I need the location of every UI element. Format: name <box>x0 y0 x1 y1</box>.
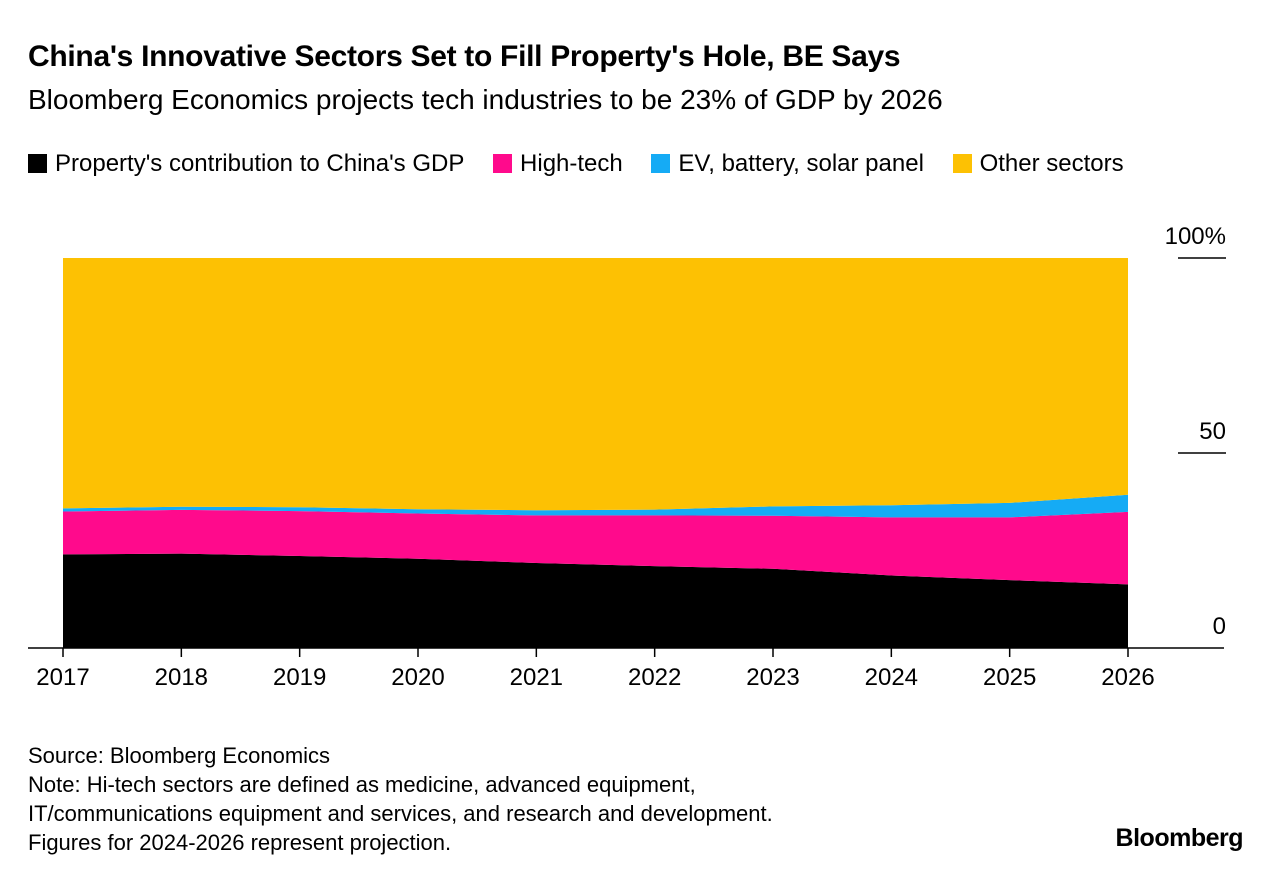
legend-label-high-tech: High-tech <box>520 150 623 177</box>
legend-item-property: Property's contribution to China's GDP <box>28 146 464 182</box>
area-high-tech <box>63 509 1128 585</box>
legend-label-other-sectors: Other sectors <box>979 150 1124 177</box>
x-tick-label: 2026 <box>1101 664 1154 691</box>
legend-swatch-high-tech <box>493 154 513 173</box>
source-note: Source: Bloomberg Economics <box>28 743 331 768</box>
x-tick-label: 2024 <box>865 664 918 691</box>
chart-subtitle: Bloomberg Economics projects tech indust… <box>28 84 943 115</box>
legend-item-ev-battery-solar: EV, battery, solar panel <box>651 146 924 182</box>
x-tick-label: 2019 <box>273 664 326 691</box>
x-tick-label: 2021 <box>510 664 563 691</box>
area-property-s-contribution-to-china-s-gdp <box>63 553 1128 648</box>
x-tick-label: 2017 <box>36 664 89 691</box>
x-tick-label: 2018 <box>155 664 208 691</box>
legend: Property's contribution to China's GDP H… <box>28 146 1228 182</box>
x-tick-label: 2020 <box>391 664 444 691</box>
x-tick-label: 2023 <box>746 664 799 691</box>
legend-swatch-ev-battery-solar <box>651 154 671 173</box>
x-tick-label: 2022 <box>628 664 681 691</box>
note-line-1: Note: Hi-tech sectors are defined as med… <box>28 772 696 797</box>
y-tick-label: 50 <box>1199 418 1226 445</box>
legend-item-other-sectors: Other sectors <box>952 146 1124 182</box>
x-tick-label: 2025 <box>983 664 1036 691</box>
legend-label-ev-battery-solar: EV, battery, solar panel <box>678 150 924 177</box>
chart-title: China's Innovative Sectors Set to Fill P… <box>28 40 901 73</box>
footer-notes: Source: Bloomberg Economics Note: Hi-tec… <box>28 741 773 857</box>
axes: 2017 2018 2019 2020 2021 2022 2023 2024 2025 2026… <box>28 223 1226 691</box>
note-line-3: Figures for 2024-2026 represent projecti… <box>28 830 452 855</box>
area-other-sectors <box>63 258 1128 511</box>
y-tick-label: 0 <box>1213 613 1226 640</box>
area-layers <box>63 258 1128 648</box>
area-ev-battery-solar-panel <box>63 494 1128 518</box>
legend-label-property: Property's contribution to China's GDP <box>55 150 465 177</box>
y-tick-label: 100% <box>1165 223 1226 250</box>
legend-swatch-property <box>28 154 47 173</box>
bloomberg-logo: Bloomberg <box>1115 824 1244 852</box>
note-line-2: IT/communications equipment and services… <box>28 801 773 826</box>
legend-item-high-tech: High-tech <box>493 146 623 182</box>
legend-swatch-other-sectors <box>952 154 972 173</box>
